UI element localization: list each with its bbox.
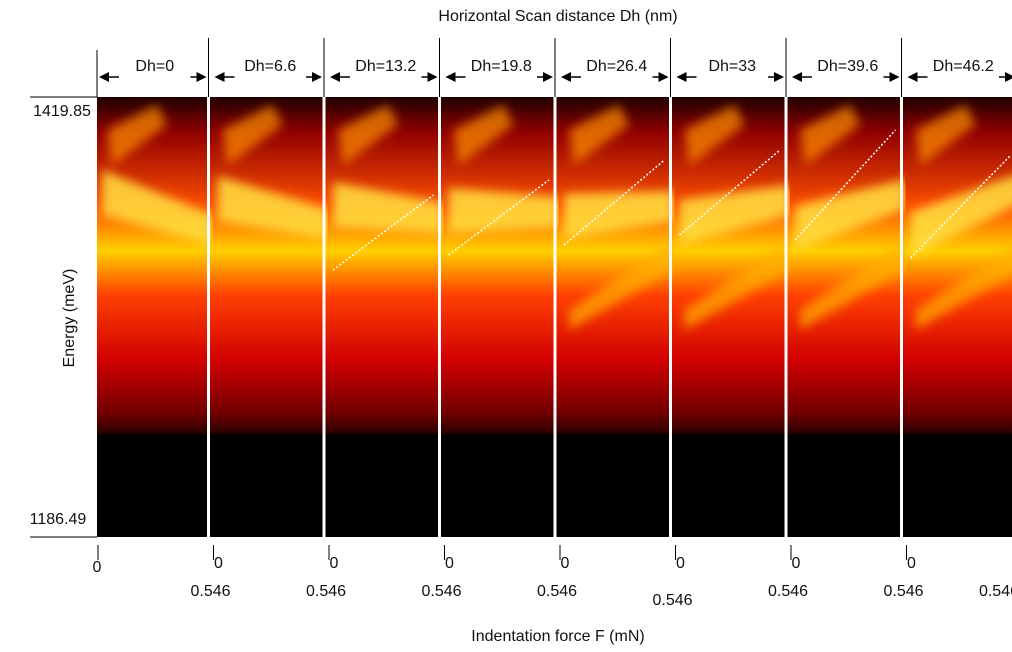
panel-label: Dh=26.4 (586, 58, 647, 75)
heatmaps (97, 97, 1012, 537)
figure-title: Horizontal Scan distance Dh (nm) (438, 8, 677, 25)
x-start-label: 0 (330, 555, 339, 572)
heatmap-streaks (679, 105, 790, 330)
x-end-label: 0.546 (768, 583, 808, 600)
heatmap-panel (212, 97, 328, 537)
heatmap-streaks (564, 105, 675, 330)
x-start-label: 0 (907, 555, 916, 572)
panel-label: Dh=19.8 (471, 58, 532, 75)
label-bg (812, 62, 884, 78)
panel-label: Dh=0 (135, 58, 174, 75)
label-bg (119, 62, 191, 78)
arrow-head (427, 72, 438, 82)
x-end-label: 0.546 (306, 583, 346, 600)
panel-label: Dh=6.6 (244, 58, 296, 75)
panel-label: Dh=39.6 (817, 58, 878, 75)
x-end-label: 0.546 (979, 583, 1012, 600)
heatmap-streaks (102, 105, 213, 245)
x-start-label: 0 (445, 555, 454, 572)
guide-line (448, 179, 550, 256)
streak (453, 105, 514, 165)
streak (107, 105, 167, 165)
streak (800, 105, 860, 165)
arrow-head (445, 72, 456, 82)
heatmap-streaks (333, 105, 444, 233)
x-end-label: 0.546 (652, 592, 692, 609)
heatmap-streaks (217, 105, 328, 239)
streak (800, 240, 906, 330)
panel-label: Dh=46.2 (933, 58, 994, 75)
heatmap-panel (328, 97, 444, 537)
streak (333, 182, 444, 233)
arrow-head (330, 72, 340, 82)
arrow-head (561, 72, 571, 82)
arrow-head (543, 72, 553, 82)
streak (910, 176, 1012, 257)
y-axis-label: Energy (meV) (61, 269, 78, 368)
x-start-label: 0 (93, 559, 102, 576)
guide-line (679, 149, 781, 236)
arrow-head (99, 72, 109, 82)
streak (338, 105, 398, 165)
arrow-head (196, 72, 207, 82)
guide-line (563, 159, 665, 246)
arrow-head (889, 72, 900, 82)
label-bg (581, 62, 653, 78)
streak (102, 170, 213, 245)
y-top-label: 1419.85 (33, 103, 91, 120)
streak (684, 240, 790, 330)
arrow-head (907, 72, 918, 82)
streak (569, 240, 675, 330)
streak (915, 105, 976, 165)
arrow-head (792, 72, 802, 82)
heatmap-streaks (795, 105, 906, 330)
x-end-label: 0.546 (190, 583, 230, 600)
x-end-label: 0.546 (537, 583, 577, 600)
guide-line (332, 194, 434, 271)
panel-label: Dh=13.2 (355, 58, 416, 75)
overlay: Dh=0 0 0.546 Dh=6.6 0 0.546 Dh=13.2 0 0.546 Dh=19… (93, 38, 1012, 609)
heatmap-panel (97, 97, 213, 537)
label-bg (927, 62, 999, 78)
streak (569, 105, 629, 165)
arrow-head (676, 72, 687, 82)
heatmap-streaks (910, 105, 1012, 330)
y-bottom-label: 1186.49 (30, 511, 87, 528)
x-end-label: 0.546 (883, 583, 923, 600)
streak (915, 245, 1012, 330)
x-start-label: 0 (561, 555, 570, 572)
label-bg (465, 62, 537, 78)
streak (684, 105, 745, 165)
arrow-head (658, 72, 669, 82)
x-end-label: 0.546 (421, 583, 461, 600)
streak (564, 191, 675, 239)
label-bg (696, 62, 768, 78)
heatmap-streaks (448, 105, 559, 233)
guide-line (794, 129, 897, 241)
streak (222, 105, 283, 165)
x-axis-label: Indentation force F (mN) (471, 628, 644, 645)
arrow-head (774, 72, 784, 82)
label-bg (234, 62, 306, 78)
streak (448, 188, 559, 233)
arrow-head (214, 72, 225, 82)
streak (217, 176, 328, 239)
x-start-label: 0 (792, 555, 801, 572)
streak (679, 185, 790, 245)
heatmap-panel (443, 97, 559, 537)
arrow-head (312, 72, 322, 82)
arrow-head (1005, 72, 1012, 82)
x-start-label: 0 (676, 555, 685, 572)
label-bg (350, 62, 422, 78)
x-start-label: 0 (214, 555, 223, 572)
panel-label: Dh=33 (708, 58, 756, 75)
streak (795, 179, 906, 251)
